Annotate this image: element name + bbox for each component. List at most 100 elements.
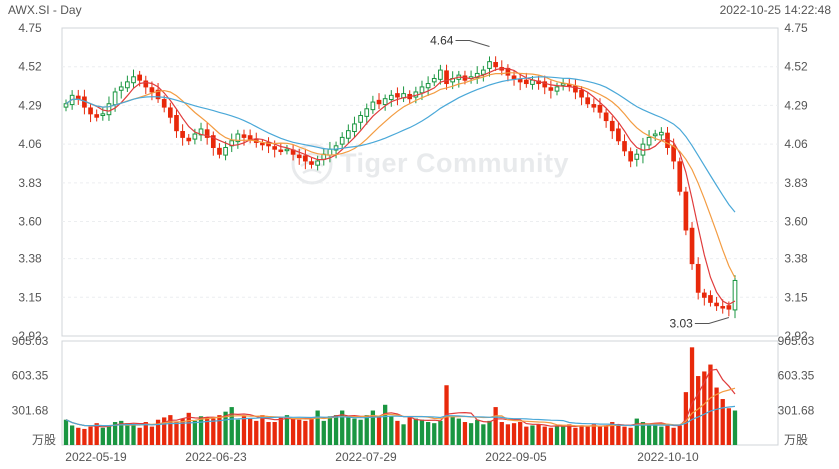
price-tick-left: 4.75 <box>18 21 42 35</box>
candle-body <box>63 103 69 108</box>
volume-bar <box>340 410 345 445</box>
candle-body <box>395 93 400 98</box>
annotation-leader <box>455 40 490 47</box>
volume-bar <box>247 418 253 445</box>
volume-bar <box>346 417 351 445</box>
annotation-label: 4.64 <box>430 34 454 48</box>
volume-bar <box>364 415 369 445</box>
candle-body <box>622 141 627 152</box>
candle-body <box>106 103 112 116</box>
volume-bar <box>530 425 535 445</box>
volume-bar <box>180 418 185 445</box>
candle-body <box>732 279 738 311</box>
price-tick-right: 4.52 <box>784 60 808 74</box>
candle-body <box>296 154 302 159</box>
volume-bar <box>383 404 388 445</box>
volume-bar <box>573 427 578 445</box>
price-panel-border <box>61 27 779 337</box>
volume-bar <box>407 417 412 445</box>
candle-body <box>554 86 560 92</box>
volume-bar <box>100 427 105 445</box>
candle-body <box>425 83 431 89</box>
candle-body <box>585 97 591 105</box>
price-tick-right: 4.29 <box>784 98 808 112</box>
candle-body <box>701 292 707 298</box>
candle-body <box>161 99 167 108</box>
volume-bar <box>462 422 468 445</box>
candle-body <box>530 79 535 85</box>
candle-body <box>603 112 609 122</box>
volume-bar <box>659 426 664 445</box>
price-tick-right: 3.83 <box>784 176 808 190</box>
candle-body <box>573 85 578 93</box>
volume-bar <box>708 364 713 445</box>
volume-bar <box>714 387 719 445</box>
candle-body <box>155 89 161 100</box>
volume-bar <box>376 417 382 445</box>
candle-body <box>223 146 228 156</box>
volume-bar <box>603 425 609 445</box>
volume-bar <box>174 422 179 445</box>
volume-bar <box>235 419 241 445</box>
volume-bar <box>82 428 87 445</box>
volume-bar <box>352 418 357 445</box>
volume-bar <box>419 419 425 445</box>
volume-bar <box>284 415 290 445</box>
volume-bar <box>653 423 658 445</box>
candle-body <box>689 227 695 265</box>
volume-unit-right: 万股 <box>784 433 808 447</box>
candle-body <box>247 135 253 140</box>
candle-body <box>542 81 548 88</box>
volume-bar <box>290 418 296 445</box>
volume-bar <box>260 415 265 445</box>
volume-bar <box>358 419 363 445</box>
volume-bar <box>548 427 554 445</box>
volume-bar <box>278 417 283 445</box>
price-tick-right: 3.60 <box>784 215 808 229</box>
price-tick-left: 3.38 <box>18 252 42 266</box>
volume-bar <box>542 426 547 445</box>
candle-body <box>659 131 664 136</box>
candle-body <box>677 161 683 192</box>
volume-bar <box>254 420 259 445</box>
volume-bar <box>665 425 670 445</box>
annotation-leader <box>694 317 730 324</box>
volume-bar <box>131 424 136 445</box>
price-tick-right: 4.06 <box>784 137 808 151</box>
candle-body <box>370 101 376 111</box>
candle-body <box>382 98 388 106</box>
candle-body <box>579 89 584 98</box>
volume-bar <box>303 420 308 445</box>
volume-bar <box>628 427 633 445</box>
candle-body <box>352 123 357 133</box>
price-tick-left: 3.60 <box>18 215 42 229</box>
volume-bar <box>567 424 572 445</box>
ma-slow-line <box>65 76 736 213</box>
candle-body <box>511 75 517 79</box>
volume-bar <box>481 424 486 445</box>
candle-body <box>431 77 437 83</box>
volume-bar <box>192 420 198 445</box>
volume-bar <box>229 407 234 445</box>
volume-bar <box>677 425 682 445</box>
date-tick-label: 2022-05-19 <box>65 450 127 464</box>
candle-body <box>131 76 136 84</box>
price-tick-left: 4.52 <box>18 60 42 74</box>
volume-bar <box>401 424 406 445</box>
candle-body <box>487 61 492 69</box>
volume-bar <box>211 418 216 445</box>
volume-bar <box>499 422 504 445</box>
candle-body <box>616 128 621 142</box>
candle-body <box>143 80 149 88</box>
candle-body <box>210 135 216 148</box>
volume-bar <box>143 422 148 445</box>
volume-bar <box>69 425 75 445</box>
symbol-period-label: AWX.SI - Day <box>8 3 82 17</box>
candle-body <box>174 115 179 132</box>
candle-body <box>272 146 278 150</box>
candle-body <box>192 133 198 140</box>
volume-bar <box>689 347 695 445</box>
candle-body <box>333 145 339 151</box>
candle-body <box>695 263 701 293</box>
